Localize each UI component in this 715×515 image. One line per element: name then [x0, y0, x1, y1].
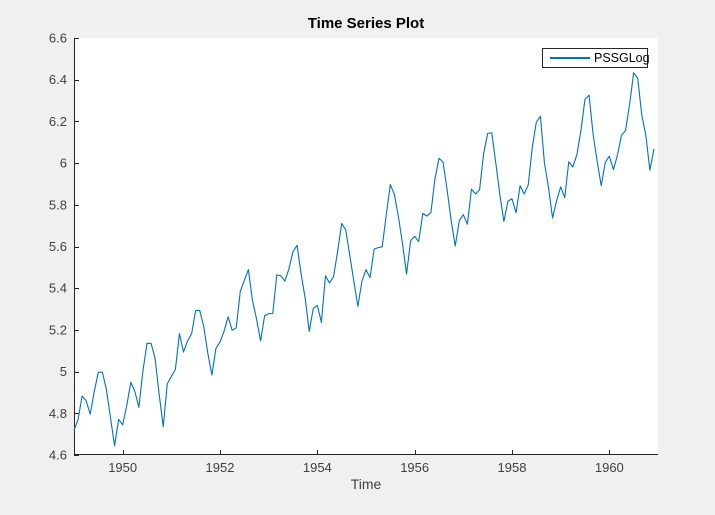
x-tick-label: 1960 [595, 460, 624, 475]
series-line-pssglog [73, 72, 655, 447]
y-tick-label: 5.8 [49, 197, 67, 212]
axis-tick-labels: 1950 1952 1954 1956 1958 1960 4.6 4.8 5 5.2 5.4 5.6… [49, 31, 624, 476]
x-tick-label: 1958 [498, 460, 527, 475]
y-tick-label: 5 [60, 364, 67, 379]
x-axis-label: Time [350, 476, 382, 492]
legend-entry-pssglog: PSSGLog [594, 51, 650, 65]
x-tick-label: 1954 [303, 460, 332, 475]
y-tick-label: 5.2 [49, 322, 67, 337]
x-tick-label: 1956 [400, 460, 429, 475]
y-tick-label: 4.8 [49, 406, 67, 421]
legend-line-sample [550, 57, 590, 59]
plot-title: Time Series Plot [307, 15, 425, 32]
x-tick-label: 1952 [206, 460, 235, 475]
y-tick-label: 5.4 [49, 281, 67, 296]
axis-lines [74, 38, 658, 455]
plot-area [74, 38, 658, 455]
legend[interactable]: PSSGLog [542, 48, 650, 68]
y-tick-label: 4.6 [49, 448, 67, 463]
x-tick-label: 1950 [108, 460, 137, 475]
y-tick-label: 6.6 [49, 31, 67, 46]
axis-tick-marks [74, 38, 610, 456]
y-tick-label: 6.2 [49, 114, 67, 129]
y-tick-label: 6.4 [49, 72, 67, 87]
y-tick-label: 6 [60, 156, 67, 171]
y-tick-label: 5.6 [49, 239, 67, 254]
